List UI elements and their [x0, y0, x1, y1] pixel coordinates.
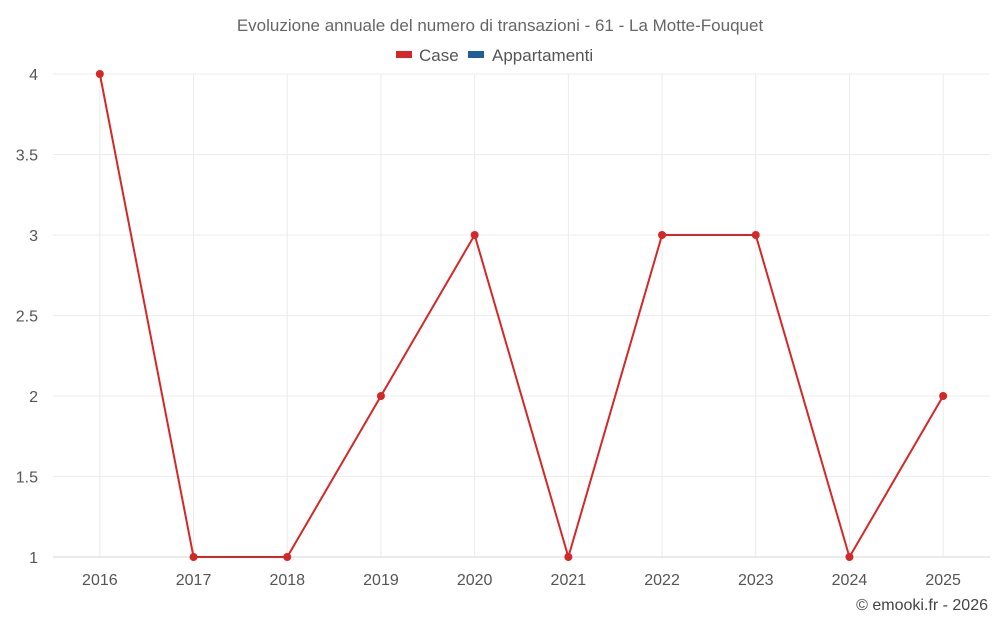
grid [53, 73, 990, 557]
legend-label-case: Case [419, 46, 459, 65]
x-tick-label: 2023 [738, 572, 774, 589]
y-tick-label: 1.5 [16, 470, 38, 487]
x-tick-label: 2022 [644, 572, 680, 589]
x-tick-label: 2019 [363, 572, 399, 589]
chart-title: Evoluzione annuale del numero di transaz… [237, 16, 764, 35]
data-point[interactable] [189, 553, 198, 561]
y-tick-label: 2.5 [16, 309, 38, 326]
legend-item-appartamenti[interactable]: Appartamenti [468, 46, 593, 65]
legend: Case Appartamenti [396, 46, 593, 65]
x-tick-label: 2020 [457, 572, 493, 589]
data-point[interactable] [751, 231, 760, 239]
credit-text: © emooki.fr - 2026 [856, 597, 988, 614]
y-tick-label: 4 [29, 67, 38, 84]
x-tick-label: 2025 [925, 572, 961, 589]
legend-swatch-appartamenti [468, 51, 484, 58]
y-tick-label: 1 [29, 550, 38, 567]
data-point[interactable] [376, 392, 385, 400]
axes: 1 1.5 2 2.5 3 3.5 4 2016 2017 2018 2019 2020 2021 202… [16, 67, 990, 589]
x-tick-label: 2024 [832, 572, 868, 589]
legend-label-appartamenti: Appartamenti [492, 46, 593, 65]
data-point[interactable] [283, 553, 292, 561]
data-point[interactable] [939, 392, 948, 400]
data-point[interactable] [470, 231, 479, 239]
data-point[interactable] [95, 70, 104, 78]
x-tick-label: 2018 [269, 572, 305, 589]
legend-item-case[interactable]: Case [396, 46, 459, 65]
legend-swatch-case [396, 51, 412, 58]
series-line [98, 73, 945, 558]
y-tick-label: 3 [29, 228, 38, 245]
data-point[interactable] [564, 553, 573, 561]
data-point[interactable] [845, 553, 854, 561]
series-case [95, 70, 948, 561]
x-tick-label: 2017 [176, 572, 212, 589]
data-point[interactable] [658, 231, 667, 239]
x-tick-label: 2016 [82, 572, 118, 589]
y-tick-label: 3.5 [16, 148, 38, 165]
x-tick-label: 2021 [551, 572, 587, 589]
y-tick-label: 2 [29, 389, 38, 406]
